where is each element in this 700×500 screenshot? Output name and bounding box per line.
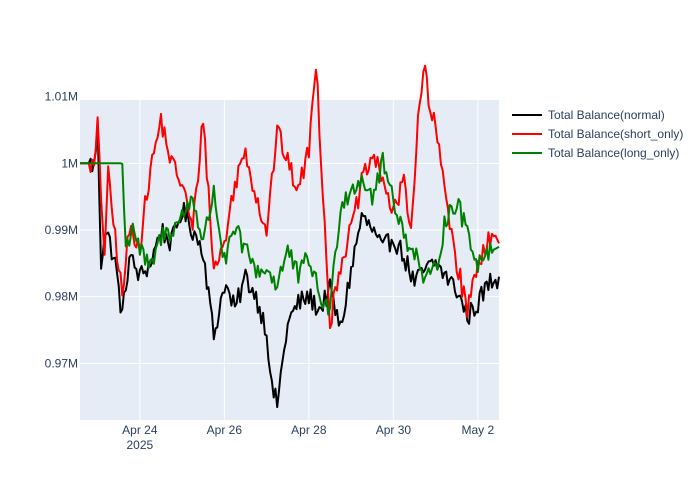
y-tick-label: 1M <box>61 156 78 170</box>
y-gridlines <box>80 96 499 364</box>
y-tick-label: 0.98M <box>45 290 78 304</box>
x-tick-label: Apr 24 <box>122 423 158 437</box>
legend-item[interactable]: Total Balance(normal) <box>512 108 665 122</box>
legend[interactable]: Total Balance(normal) Total Balance(short… <box>512 108 683 160</box>
series-line <box>80 64 500 330</box>
y-tick-label: 1.01M <box>45 90 78 104</box>
y-tick-label: 0.97M <box>45 356 78 370</box>
legend-item[interactable]: Total Balance(short_only) <box>512 127 683 141</box>
x-tick-label: Apr 26 <box>207 423 243 437</box>
y-axis-ticks: 0.97M 0.98M 0.99M 1M 1.01M <box>45 90 78 371</box>
x-tick-label: May 2 <box>462 423 495 437</box>
x-tick-label: Apr 28 <box>291 423 327 437</box>
legend-label: Total Balance(normal) <box>548 108 665 122</box>
y-tick-label: 0.99M <box>45 223 78 237</box>
legend-label: Total Balance(short_only) <box>548 127 683 141</box>
legend-label: Total Balance(long_only) <box>548 146 679 160</box>
x-tick-sublabel: 2025 <box>127 438 154 452</box>
series-layer <box>80 64 500 409</box>
legend-item[interactable]: Total Balance(long_only) <box>512 146 679 160</box>
series-line <box>80 151 500 316</box>
x-tick-label: Apr 30 <box>376 423 412 437</box>
